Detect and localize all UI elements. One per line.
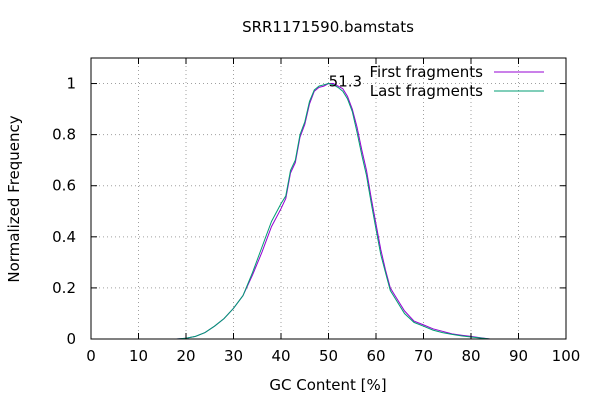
chart-title: SRR1171590.bamstats [242,18,414,36]
y-tick-label: 1 [66,75,76,93]
peak-annotation: 51.3 [329,73,362,91]
x-tick-label: 80 [461,347,480,365]
series-lines [176,82,491,340]
y-axis-label: Normalized Frequency [5,115,23,282]
y-tick-label: 0.8 [52,126,76,144]
x-tick-label: 10 [129,347,148,365]
y-tick-label: 0.2 [52,279,76,297]
grid [91,58,566,339]
y-tick-label: 0.6 [52,177,76,195]
axis-ticks: 0 10 20 30 40 50 60 70 80 90 100 0 0.2 0.4 0.6 0.8 1 [52,58,580,365]
x-tick-label: 70 [414,347,433,365]
x-tick-label: 60 [366,347,385,365]
y-tick-label: 0 [66,330,76,348]
x-tick-label: 30 [224,347,243,365]
x-tick-label: 90 [509,347,528,365]
x-axis-label: GC Content [%] [269,376,386,394]
series-line-1 [176,83,491,340]
x-tick-label: 40 [271,347,290,365]
x-tick-label: 20 [176,347,195,365]
legend-label: Last fragments [370,82,483,100]
x-tick-label: 50 [319,347,338,365]
y-tick-label: 0.4 [52,228,76,246]
series-line-2 [176,82,491,340]
x-tick-label: 100 [552,347,581,365]
x-tick-label: 0 [86,347,96,365]
legend-label: First fragments [369,63,483,81]
